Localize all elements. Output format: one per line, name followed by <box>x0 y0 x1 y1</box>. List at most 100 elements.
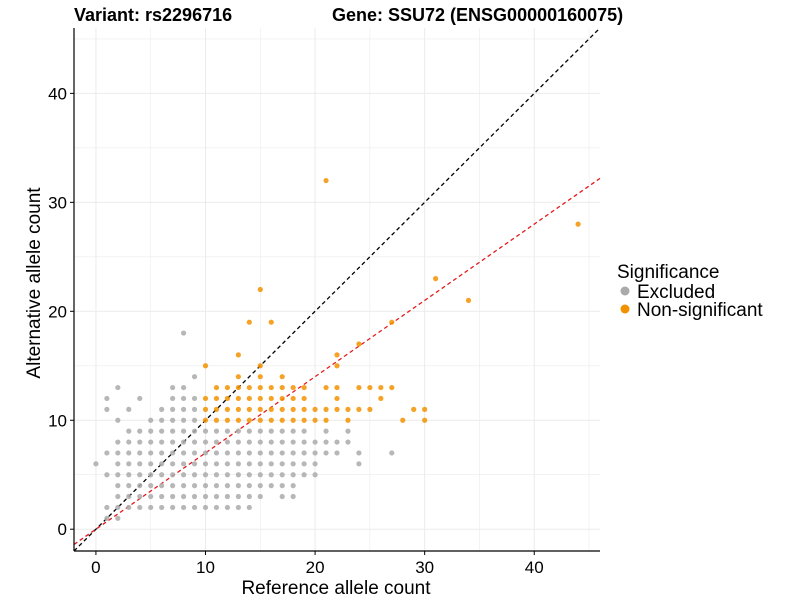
point-excluded <box>137 504 143 511</box>
point-non-significant <box>323 417 329 423</box>
point-excluded <box>257 483 263 489</box>
point-non-significant <box>257 417 263 423</box>
point-excluded <box>279 439 285 445</box>
point-excluded <box>191 374 198 380</box>
point-excluded <box>246 450 252 456</box>
point-non-significant <box>246 384 252 391</box>
point-excluded <box>301 428 307 434</box>
point-excluded <box>301 472 307 478</box>
point-excluded <box>170 493 176 500</box>
point-excluded <box>159 493 165 500</box>
x-tick-label: 20 <box>306 558 325 577</box>
point-excluded <box>191 417 198 423</box>
point-non-significant <box>422 406 428 412</box>
point-non-significant <box>268 319 274 325</box>
point-excluded <box>290 483 296 489</box>
point-excluded <box>290 493 296 500</box>
point-excluded <box>180 461 187 467</box>
point-excluded <box>202 428 209 434</box>
point-excluded <box>279 483 285 489</box>
point-excluded <box>213 472 220 478</box>
x-axis-title: Reference allele count <box>241 578 431 599</box>
point-excluded <box>389 450 395 456</box>
point-excluded <box>202 472 209 478</box>
point-excluded <box>290 439 296 445</box>
point-excluded <box>246 493 252 500</box>
point-excluded <box>257 472 263 478</box>
point-excluded <box>115 439 121 445</box>
point-non-significant <box>290 406 296 412</box>
point-excluded <box>159 439 165 445</box>
point-non-significant <box>334 352 340 358</box>
point-excluded <box>312 450 318 456</box>
point-excluded <box>246 428 252 434</box>
point-non-significant <box>334 363 340 369</box>
point-excluded <box>170 504 176 511</box>
point-excluded <box>148 472 154 478</box>
point-non-significant <box>290 417 296 423</box>
point-non-significant <box>334 395 340 402</box>
point-excluded <box>126 493 132 500</box>
point-excluded <box>115 515 121 521</box>
point-non-significant <box>268 417 274 423</box>
point-excluded <box>170 395 176 402</box>
point-non-significant <box>213 406 220 412</box>
data-points <box>93 177 581 521</box>
point-excluded <box>180 493 187 500</box>
point-non-significant <box>224 384 231 391</box>
y-tick-label: 10 <box>48 411 67 430</box>
point-excluded <box>180 330 187 336</box>
title-variant: Variant: rs2296716 <box>74 5 232 25</box>
point-excluded <box>170 417 176 423</box>
point-excluded <box>202 439 209 445</box>
point-excluded <box>104 406 110 412</box>
point-excluded <box>159 483 165 489</box>
point-non-significant <box>312 417 318 423</box>
point-excluded <box>279 461 285 467</box>
point-excluded <box>246 472 252 478</box>
point-excluded <box>126 472 132 478</box>
point-non-significant <box>356 384 362 391</box>
point-excluded <box>126 504 132 511</box>
point-non-significant <box>356 341 362 347</box>
point-non-significant <box>202 395 209 402</box>
point-non-significant <box>323 406 329 412</box>
point-excluded <box>268 439 274 445</box>
point-excluded <box>312 472 318 478</box>
y-axis-title: Alternative allele count <box>24 187 45 379</box>
point-excluded <box>246 439 252 445</box>
point-non-significant <box>257 406 263 412</box>
point-non-significant <box>400 417 406 423</box>
point-excluded <box>104 504 110 511</box>
point-excluded <box>202 504 209 511</box>
point-excluded <box>159 406 165 412</box>
point-excluded <box>213 461 220 467</box>
point-excluded <box>115 384 121 391</box>
point-non-significant <box>213 417 220 423</box>
point-non-significant <box>411 406 417 412</box>
point-non-significant <box>367 384 373 391</box>
point-non-significant <box>235 352 241 358</box>
point-excluded <box>137 472 143 478</box>
point-excluded <box>213 428 220 434</box>
point-excluded <box>301 439 307 445</box>
point-non-significant <box>378 384 384 391</box>
point-non-significant <box>235 384 241 391</box>
point-non-significant <box>575 221 581 227</box>
point-excluded <box>257 439 263 445</box>
x-tick-label: 0 <box>91 558 100 577</box>
point-excluded <box>235 504 241 511</box>
point-non-significant <box>202 417 209 423</box>
point-excluded <box>170 483 176 489</box>
point-excluded <box>148 417 154 423</box>
point-excluded <box>334 439 340 445</box>
y-tick-label: 40 <box>48 84 67 103</box>
point-excluded <box>180 472 187 478</box>
point-excluded <box>93 461 99 467</box>
point-excluded <box>180 384 187 391</box>
point-non-significant <box>389 384 395 391</box>
point-non-significant <box>257 286 263 293</box>
point-excluded <box>213 483 220 489</box>
point-excluded <box>224 439 231 445</box>
point-non-significant <box>323 177 329 184</box>
